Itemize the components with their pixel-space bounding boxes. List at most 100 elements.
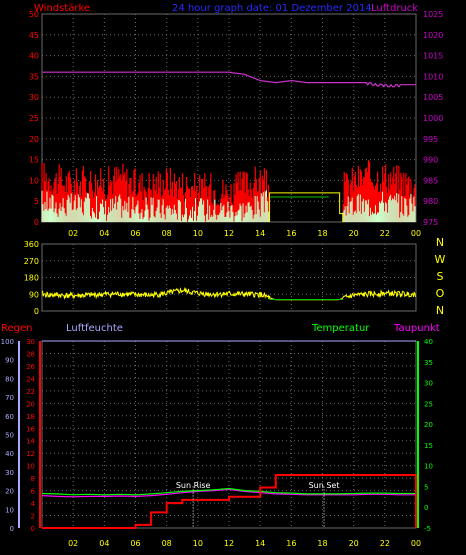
temperature-line	[41, 487, 416, 496]
rain-tick-label: 12	[26, 450, 35, 458]
x-tick-label: 18	[317, 229, 327, 238]
pressure-tick-label: 1025	[423, 10, 443, 19]
temperature-tick-label: 35	[424, 359, 433, 367]
x-tick-label: 22	[380, 539, 390, 548]
compass-label: W	[435, 253, 446, 266]
direction-tick-label: 90	[29, 290, 39, 299]
temperature-tick-label: -5	[424, 525, 431, 533]
pressure-tick-label: 990	[423, 156, 438, 165]
rain-tick-label: 6	[31, 488, 36, 496]
pressure-tick-label: 1015	[423, 52, 443, 61]
humidity-tick-label: 70	[5, 394, 14, 402]
x-tick-label: 20	[349, 539, 359, 548]
wind-tick-label: 5	[34, 197, 39, 206]
wind-tick-label: 45	[29, 31, 39, 40]
rain-tick-label: 30	[26, 338, 35, 346]
x-tick-label: 16	[286, 539, 296, 548]
x-tick-label: 06	[130, 539, 140, 548]
wind-calm-outline	[269, 192, 344, 222]
pressure-tick-label: 985	[423, 176, 438, 185]
direction-tick-label: 180	[24, 274, 39, 283]
wind-tick-label: 50	[29, 10, 39, 19]
temperature-label: Temperatur	[311, 323, 370, 334]
pressure-tick-label: 1020	[423, 31, 443, 40]
rain-tick-label: 0	[31, 525, 35, 533]
temperature-tick-label: 20	[424, 421, 433, 429]
x-tick-label: 12	[224, 539, 234, 548]
wind-tick-label: 0	[34, 218, 39, 227]
rain-tick-label: 24	[26, 375, 35, 383]
temperature-tick-label: 10	[424, 463, 433, 471]
x-tick-label: 22	[380, 229, 390, 238]
pressure-tick-label: 980	[423, 197, 438, 206]
humidity-tick-label: 90	[5, 357, 14, 365]
sun-marker-label: Sun Rise	[176, 481, 211, 490]
rain-tick-label: 10	[26, 463, 35, 471]
rain-tick-label: 26	[26, 363, 35, 371]
wind-direction-line	[41, 286, 417, 301]
pressure-tick-label: 975	[423, 218, 438, 227]
pressure-tick-label: 1005	[423, 93, 443, 102]
x-tick-label: 04	[99, 539, 109, 548]
wind-tick-label: 40	[29, 52, 39, 61]
temperature-tick-label: 5	[424, 483, 428, 491]
x-tick-label: 10	[193, 229, 203, 238]
compass-label: S	[437, 270, 444, 283]
wind-tick-label: 15	[29, 156, 39, 165]
rain-tick-label: 20	[26, 400, 35, 408]
temperature-tick-label: 40	[424, 338, 433, 346]
temperature-tick-label: 30	[424, 380, 433, 388]
rain-tick-label: 28	[26, 350, 35, 358]
x-tick-label: 18	[317, 539, 327, 548]
rain-tick-label: 4	[31, 500, 36, 508]
humidity-label: Luftfeuchte	[66, 323, 123, 334]
graph-date-title: 24 hour graph date: 01 Dezember 2014	[172, 3, 372, 14]
wind-tick-label: 35	[29, 72, 39, 81]
wind-tick-label: 10	[29, 176, 39, 185]
x-tick-label: 00	[411, 229, 421, 238]
temperature-tick-label: 25	[424, 400, 433, 408]
compass-label: O	[436, 287, 445, 300]
rain-label: Regen	[1, 323, 33, 334]
pressure-tick-label: 995	[423, 135, 438, 144]
compass-label: N	[436, 304, 444, 317]
humidity-tick-label: 20	[5, 488, 14, 496]
pressure-line	[42, 71, 416, 88]
rain-tick-label: 22	[26, 388, 35, 396]
humidity-tick-label: 80	[5, 375, 14, 383]
humidity-tick-label: 0	[10, 525, 14, 533]
dewpoint-label: Taupunkt	[393, 323, 440, 334]
x-tick-label: 04	[99, 229, 109, 238]
x-tick-label: 10	[193, 539, 203, 548]
x-tick-label: 12	[224, 229, 234, 238]
rain-humidity-temperature-panel: Sun Rise Sun Set0102030405060708090100024…	[1, 338, 433, 548]
humidity-tick-label: 10	[5, 506, 14, 514]
dewpoint-line	[41, 488, 416, 498]
direction-tick-label: 270	[24, 257, 39, 266]
x-tick-label: 00	[411, 539, 421, 548]
x-tick-label: 08	[162, 229, 172, 238]
humidity-tick-label: 50	[5, 432, 14, 440]
rain-tick-label: 14	[26, 438, 35, 446]
x-tick-label: 16	[286, 229, 296, 238]
pressure-title: Luftdruck	[371, 3, 418, 14]
pressure-tick-label: 1010	[423, 72, 443, 81]
sun-marker-label: Sun Set	[309, 481, 340, 490]
x-tick-label: 14	[255, 539, 265, 548]
rain-tick-label: 8	[31, 475, 35, 483]
rain-tick-label: 16	[26, 425, 35, 433]
direction-tick-label: 360	[24, 240, 39, 249]
humidity-tick-label: 30	[5, 469, 14, 477]
humidity-tick-label: 100	[1, 338, 14, 346]
x-tick-label: 20	[349, 229, 359, 238]
rain-tick-label: 18	[26, 413, 35, 421]
humidity-tick-label: 60	[5, 413, 14, 421]
x-tick-label: 08	[162, 539, 172, 548]
rain-tick-label: 2	[31, 513, 35, 521]
wind-title: Windstärke	[34, 3, 90, 14]
rain-line	[42, 474, 417, 529]
direction-tick-label: 0	[34, 307, 39, 316]
wind-pressure-panel: 0510152025303540455097598098599099510001…	[29, 10, 444, 238]
x-tick-label: 02	[68, 229, 78, 238]
